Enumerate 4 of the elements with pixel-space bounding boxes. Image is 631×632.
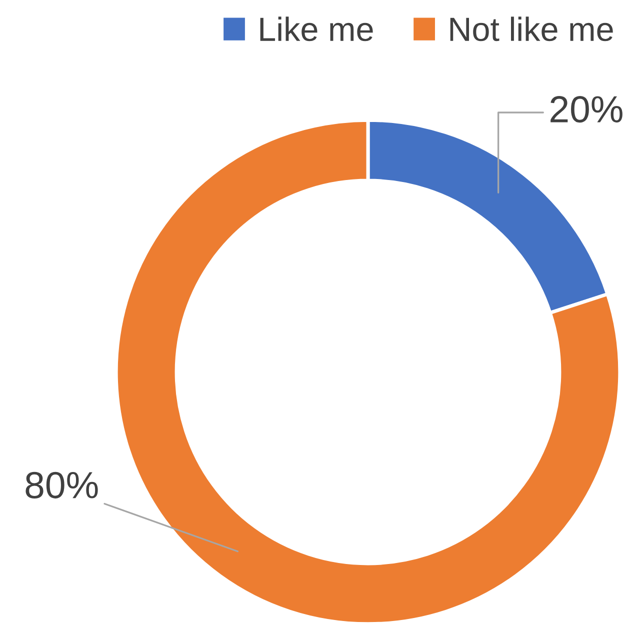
legend-label: Not like me [450,16,613,42]
data-label: 80% [26,472,98,498]
legend-label: Like me [260,16,373,42]
data-label: 20% [550,96,622,123]
